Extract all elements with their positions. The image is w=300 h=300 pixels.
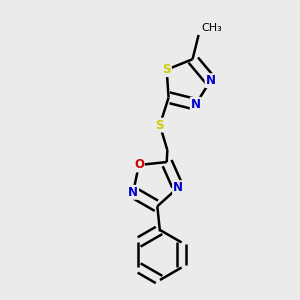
Text: S: S [156,118,164,132]
Text: N: N [173,181,183,194]
Text: N: N [191,98,201,111]
Text: N: N [128,186,138,199]
Text: CH₃: CH₃ [201,22,222,33]
Text: O: O [134,158,144,172]
Text: N: N [206,74,215,87]
Text: S: S [162,63,171,76]
